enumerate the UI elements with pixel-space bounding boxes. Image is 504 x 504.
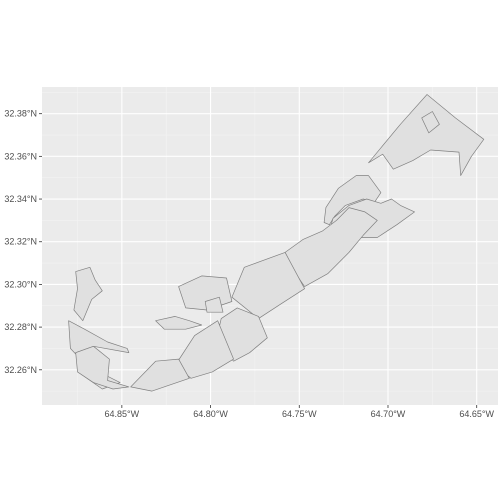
- region-west-end-north: [73, 266, 103, 322]
- region-west-inlet-isle: [155, 316, 203, 330]
- y-tick-label: 32.28°N: [4, 322, 37, 332]
- region-somerset: [75, 345, 130, 390]
- y-tick-label: 32.38°N: [4, 109, 37, 119]
- region-south-shore-west: [130, 358, 190, 392]
- region-east-end: [368, 94, 485, 176]
- y-tick-label: 32.30°N: [4, 279, 37, 289]
- axes: 64.85°W 64.80°W 64.75°W 64.70°W 64.65°W 32.26…: [4, 109, 494, 419]
- region-east-end-pond: [421, 111, 440, 134]
- x-tick-label: 64.65°W: [459, 409, 494, 419]
- x-tick-label: 64.70°W: [371, 409, 406, 419]
- y-tick-label: 32.32°N: [4, 237, 37, 247]
- x-tick-label: 64.85°W: [105, 409, 140, 419]
- parish-polygons: [68, 94, 485, 392]
- x-tick-label: 64.80°W: [193, 409, 228, 419]
- y-tick-label: 32.34°N: [4, 194, 37, 204]
- region-central-north: [284, 207, 378, 287]
- y-tick-label: 32.26°N: [4, 365, 37, 375]
- region-northeast-peninsula: [323, 175, 382, 226]
- y-tick-label: 32.36°N: [4, 151, 37, 161]
- region-islet-small: [204, 296, 224, 313]
- x-tick-label: 64.75°W: [282, 409, 317, 419]
